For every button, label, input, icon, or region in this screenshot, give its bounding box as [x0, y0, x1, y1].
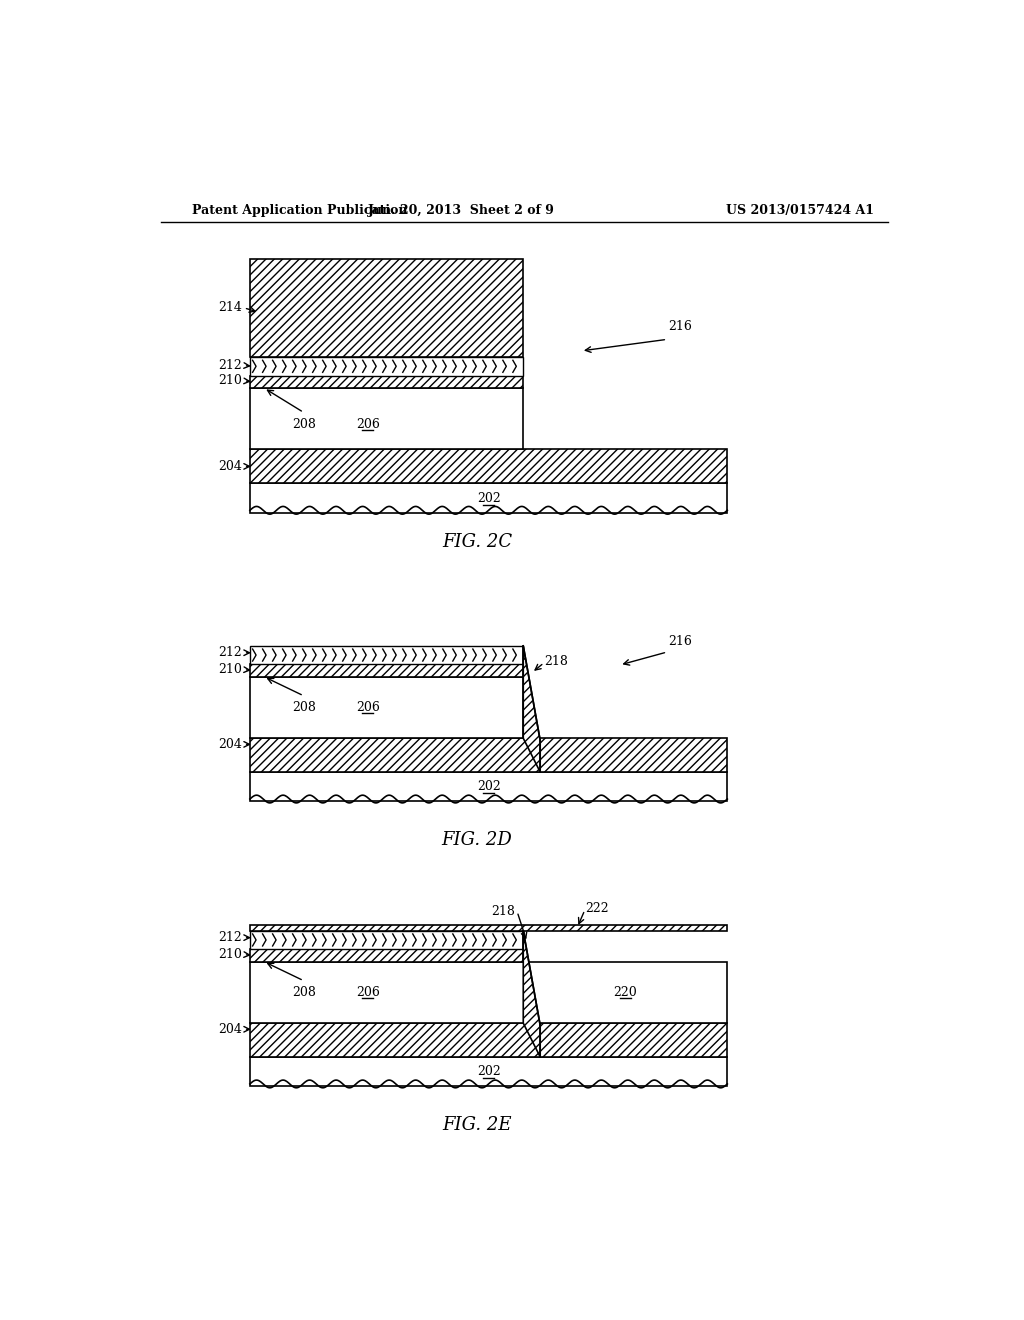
- Bar: [250, 450, 727, 483]
- Text: 210: 210: [218, 375, 243, 388]
- Text: 210: 210: [218, 663, 243, 676]
- Bar: [250, 664, 523, 677]
- Text: 202: 202: [477, 780, 501, 793]
- Bar: [250, 1057, 727, 1086]
- Text: 208: 208: [292, 417, 315, 430]
- Text: 202: 202: [477, 1065, 501, 1078]
- Text: 216: 216: [668, 319, 692, 333]
- Bar: [250, 259, 523, 358]
- Text: 214: 214: [218, 301, 243, 314]
- Text: 212: 212: [218, 359, 243, 372]
- Bar: [250, 388, 523, 449]
- Text: 202: 202: [477, 492, 501, 506]
- Text: FIG. 2E: FIG. 2E: [442, 1115, 512, 1134]
- Text: FIG. 2C: FIG. 2C: [442, 533, 512, 550]
- Text: 222: 222: [585, 902, 608, 915]
- Bar: [250, 961, 727, 1023]
- Bar: [250, 645, 523, 664]
- Text: 212: 212: [218, 647, 243, 659]
- Bar: [250, 677, 523, 738]
- Polygon shape: [523, 931, 541, 1057]
- Bar: [250, 772, 727, 801]
- Text: 218: 218: [544, 655, 568, 668]
- Text: 208: 208: [292, 701, 315, 714]
- Text: Jun. 20, 2013  Sheet 2 of 9: Jun. 20, 2013 Sheet 2 of 9: [369, 205, 555, 218]
- Bar: [250, 483, 727, 512]
- Text: 210: 210: [218, 948, 243, 961]
- Text: 204: 204: [218, 1023, 243, 1036]
- Text: US 2013/0157424 A1: US 2013/0157424 A1: [726, 205, 874, 218]
- Text: 220: 220: [613, 986, 637, 999]
- Text: 206: 206: [355, 417, 380, 430]
- Bar: [250, 358, 523, 376]
- Text: 212: 212: [218, 931, 243, 944]
- Text: 204: 204: [218, 738, 243, 751]
- Text: 216: 216: [668, 635, 692, 648]
- Text: 218: 218: [492, 906, 515, 917]
- Text: FIG. 2D: FIG. 2D: [441, 830, 512, 849]
- Text: 206: 206: [355, 986, 380, 999]
- Text: 206: 206: [355, 701, 380, 714]
- Polygon shape: [523, 645, 541, 772]
- Bar: [250, 949, 523, 961]
- Bar: [250, 376, 523, 388]
- Bar: [250, 925, 727, 931]
- Bar: [250, 1023, 727, 1057]
- Text: 204: 204: [218, 459, 243, 473]
- Text: Patent Application Publication: Patent Application Publication: [193, 205, 408, 218]
- Bar: [250, 738, 727, 772]
- Text: 208: 208: [292, 986, 315, 999]
- Bar: [250, 931, 523, 949]
